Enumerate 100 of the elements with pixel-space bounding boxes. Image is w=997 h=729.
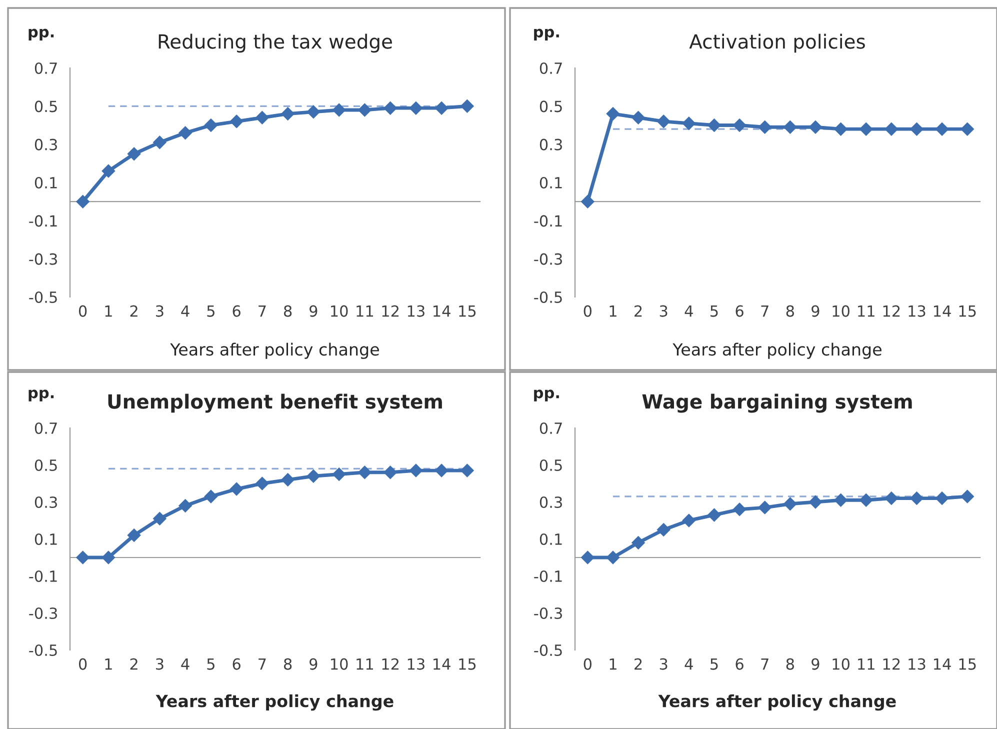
x-tick-label: 4 [181, 658, 190, 670]
point [860, 122, 873, 136]
chart-title: Unemployment benefit system [108, 394, 442, 413]
x-tick-label: 6 [232, 305, 240, 317]
y-tick-label: 0.7 [34, 62, 57, 74]
point [332, 468, 346, 481]
x-tick-label: 2 [634, 658, 642, 670]
x-tick-label: 0 [78, 658, 87, 670]
y-axis-title: pp. [28, 390, 54, 402]
y-tick-label: 0.7 [540, 422, 562, 434]
point [884, 492, 898, 505]
x-tick-label: 2 [130, 305, 138, 317]
point [256, 111, 269, 124]
point [102, 164, 116, 178]
x-tick-label: 8 [786, 305, 794, 317]
x-tick-label: 1 [610, 658, 616, 670]
y-tick-label: 0.7 [34, 422, 57, 434]
point [732, 118, 746, 132]
x-tick-label: 11 [858, 305, 874, 317]
y-tick-label: -0.1 [534, 215, 562, 227]
point [834, 122, 848, 136]
y-tick-label: 0.5 [540, 100, 562, 112]
x-tick-label: 0 [78, 305, 87, 317]
x-axis-title: Years after policy change [156, 694, 394, 711]
point [434, 101, 448, 115]
point [758, 120, 772, 134]
y-tick-label: 0.3 [540, 138, 562, 150]
x-tick-label: 13 [408, 658, 424, 670]
x-tick-label: 15 [959, 658, 976, 670]
point [884, 122, 898, 136]
point [581, 194, 594, 208]
x-tick-label: 2 [130, 658, 138, 670]
chart-title: Reducing the tax wedge [158, 34, 392, 53]
y-tick-label: 0.5 [540, 459, 562, 472]
x-tick-label: 11 [356, 305, 373, 317]
x-axis-title: Years after policy change [672, 342, 882, 359]
point [708, 118, 721, 132]
y-tick-label: 0.3 [34, 496, 57, 508]
y-tick-label: -0.3 [29, 607, 57, 620]
point [204, 490, 218, 504]
point [230, 114, 244, 128]
point [632, 111, 645, 124]
y-tick-label: -0.1 [29, 570, 57, 582]
y-tick-label: 0.1 [34, 533, 57, 546]
y-axis-title: pp. [28, 28, 54, 41]
x-tick-label: 12 [883, 658, 900, 670]
x-axis-title: Years after policy change [658, 694, 896, 711]
point [153, 512, 166, 526]
y-tick-label: 0.3 [34, 138, 57, 150]
x-tick-label: 5 [207, 658, 214, 670]
point [784, 497, 797, 510]
x-tick-label: 11 [356, 658, 373, 670]
x-tick-label: 12 [883, 305, 900, 317]
x-tick-label: 10 [832, 658, 850, 670]
y-tick-label: -0.5 [534, 291, 562, 304]
point [860, 494, 873, 507]
point [153, 136, 166, 150]
point [102, 550, 116, 564]
chart-title: Wage bargaining system [642, 394, 912, 413]
point [384, 466, 397, 479]
y-tick-label: 0.3 [540, 496, 562, 508]
point [332, 103, 346, 117]
x-tick-label: 14 [434, 305, 450, 317]
point [281, 473, 294, 486]
point [657, 114, 670, 128]
point [460, 100, 474, 113]
point [834, 494, 848, 507]
x-tick-label: 10 [832, 305, 850, 317]
x-tick-label: 14 [434, 658, 450, 670]
y-tick-label: -0.1 [534, 570, 562, 582]
point [758, 500, 772, 514]
point [708, 508, 721, 522]
x-tick-label: 3 [156, 305, 164, 317]
point [960, 122, 974, 136]
y-axis-title: pp. [534, 28, 559, 41]
x-tick-label: 4 [181, 305, 190, 317]
x-tick-label: 8 [284, 658, 292, 670]
x-tick-label: 12 [382, 305, 399, 317]
x-tick-label: 9 [812, 658, 820, 670]
point [460, 464, 474, 478]
point [632, 536, 645, 550]
x-tick-label: 3 [660, 305, 668, 317]
point [657, 523, 670, 536]
x-tick-label: 0 [584, 305, 592, 317]
x-tick-label: 11 [858, 658, 874, 670]
point [281, 107, 294, 120]
point [409, 464, 423, 478]
point [808, 495, 822, 509]
point [784, 120, 797, 134]
x-tick-label: 1 [105, 658, 112, 670]
point [127, 147, 141, 160]
point [256, 476, 269, 490]
point [935, 492, 949, 505]
y-tick-label: -0.5 [29, 291, 57, 304]
point [732, 502, 746, 516]
y-tick-label: -0.3 [534, 607, 562, 620]
x-tick-label: 7 [761, 658, 768, 670]
point [76, 194, 90, 208]
x-tick-label: 3 [156, 658, 164, 670]
x-tick-label: 13 [408, 305, 424, 317]
